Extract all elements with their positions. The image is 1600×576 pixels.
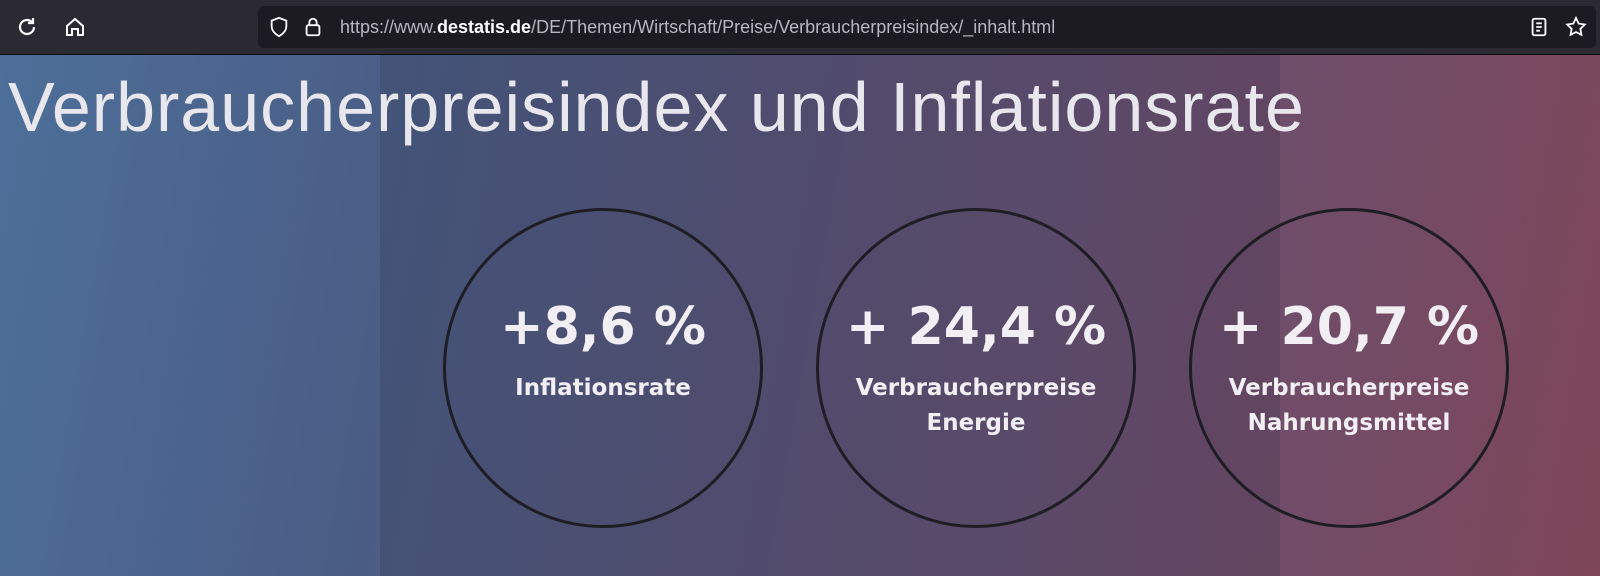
label-line: Verbraucherpreise <box>1228 375 1470 401</box>
label-line: Energie <box>926 410 1026 436</box>
stat-value: + 20,7 % <box>1218 297 1480 357</box>
stat-circle: + 24,4 % Verbraucherpreise Energie <box>816 208 1136 528</box>
reader-view-button[interactable] <box>1528 16 1550 38</box>
label-line: Inflationsrate <box>515 375 691 401</box>
toolbar: https://www.destatis.de/DE/Themen/Wirtsc… <box>0 0 1600 55</box>
url-path: /DE/Themen/Wirtschaft/Preise/Verbraucher… <box>531 17 1056 37</box>
url-scheme: https://www. <box>340 17 438 37</box>
label-line: Nahrungsmittel <box>1247 410 1451 436</box>
stat-value: +8,6 % <box>500 297 706 357</box>
stat-label: Inflationsrate <box>446 371 760 406</box>
stat-label: Verbraucherpreise Nahrungsmittel <box>1192 371 1506 441</box>
url-domain: destatis.de <box>437 17 532 37</box>
stat-label: Verbraucherpreise Energie <box>819 371 1133 441</box>
lock-icon[interactable] <box>302 15 324 39</box>
reload-button[interactable] <box>15 15 39 39</box>
bookmark-button[interactable] <box>1564 15 1588 39</box>
page-title: Verbraucherpreisindex und Inflationsrate <box>8 68 1305 146</box>
url-text[interactable]: https://www.destatis.de/DE/Themen/Wirtsc… <box>340 17 1055 38</box>
url-bar[interactable]: https://www.destatis.de/DE/Themen/Wirtsc… <box>258 6 1596 48</box>
stat-value: + 24,4 % <box>845 297 1107 357</box>
label-line: Verbraucherpreise <box>855 375 1097 401</box>
stat-circle: + 20,7 % Verbraucherpreise Nahrungsmittel <box>1189 208 1509 528</box>
stat-circle: +8,6 % Inflationsrate <box>443 208 763 528</box>
home-button[interactable] <box>63 15 87 39</box>
shield-icon[interactable] <box>268 16 290 38</box>
hero-banner: Verbraucherpreisindex und Inflationsrate… <box>0 55 1600 576</box>
